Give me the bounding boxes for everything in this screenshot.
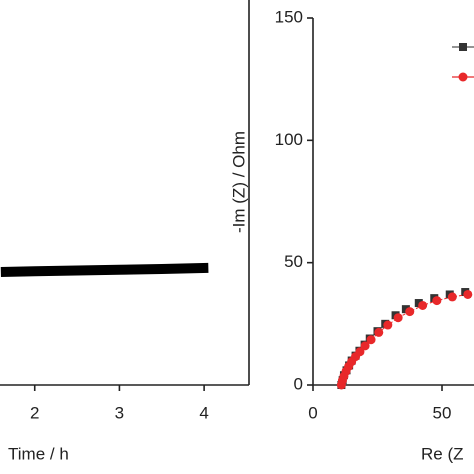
y-tick-label: 150 — [275, 7, 303, 26]
x-tick-label: 0 — [308, 403, 317, 422]
point — [393, 313, 403, 323]
y-tick-label: 0 — [294, 374, 303, 393]
point — [414, 299, 423, 308]
point — [383, 320, 393, 330]
x-tick-label: 3 — [115, 403, 124, 422]
point — [374, 327, 384, 337]
x-axis-label: Time / h — [8, 444, 69, 463]
point — [447, 292, 457, 302]
legend — [452, 43, 474, 82]
legend-marker — [459, 43, 467, 51]
point — [405, 307, 415, 317]
x-tick-label: 2 — [30, 403, 39, 422]
point — [432, 296, 442, 306]
y-tick-label: 50 — [284, 252, 303, 271]
legend-marker — [458, 72, 468, 82]
point — [355, 347, 365, 357]
point — [401, 305, 410, 314]
x-tick-label: 50 — [433, 403, 452, 422]
x-axis-label: Re (Z — [421, 444, 464, 463]
y-axis-label: -Im (Z) / Ohm — [229, 131, 248, 233]
x-tick-label: 4 — [199, 403, 208, 422]
y-tick-label: 100 — [275, 130, 303, 149]
point — [418, 300, 428, 310]
point — [366, 335, 376, 345]
point — [360, 341, 370, 351]
point — [463, 289, 473, 299]
data-line — [0, 262, 209, 277]
